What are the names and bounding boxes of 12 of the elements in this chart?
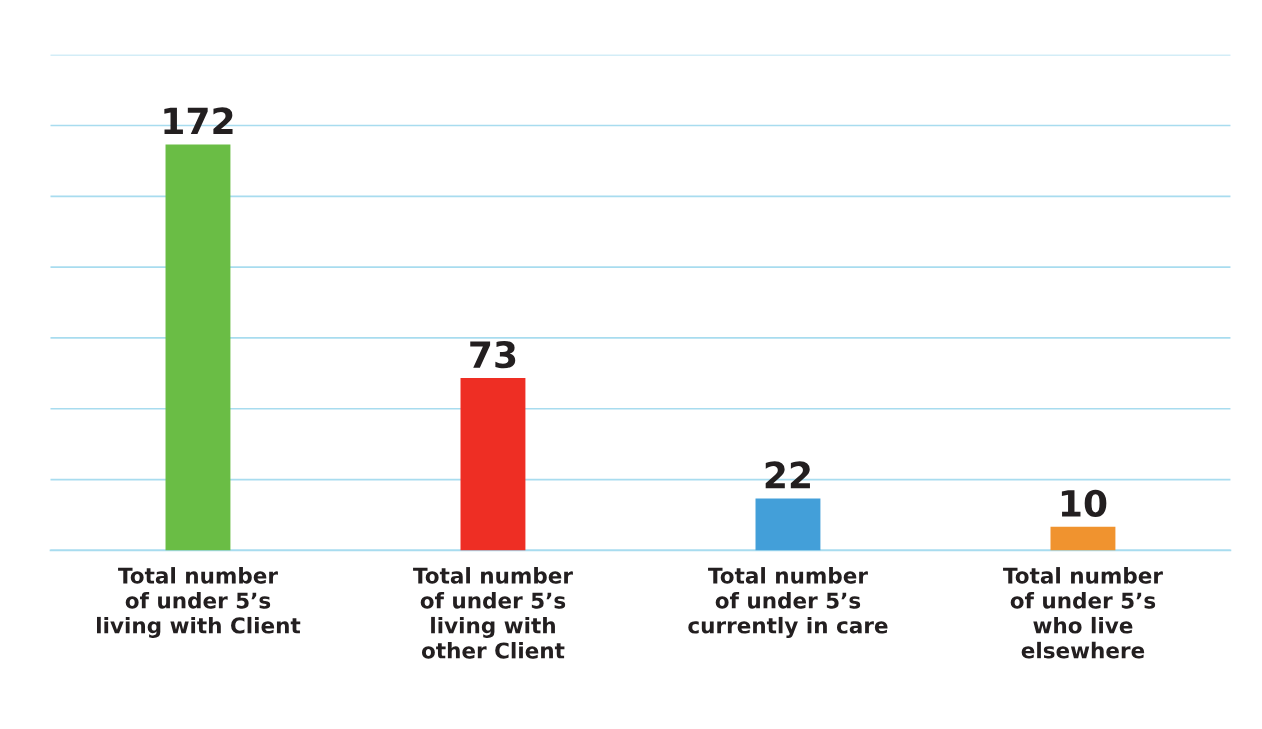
data-label: 172 [164, 107, 233, 135]
bar [165, 144, 231, 551]
data-label: 10 [1061, 489, 1107, 518]
x-tick-label: Total number of under 5’s who live elsewhere [1003, 567, 1163, 659]
x-tick-label: Total number of under 5’s living with other Client [413, 567, 573, 659]
x-tick-label: Total number of under 5’s currently in care [688, 567, 888, 638]
bar [1050, 526, 1116, 551]
bar [460, 378, 526, 551]
data-label: 22 [765, 461, 810, 489]
x-tick-label: Total number of under 5’s living with Client [97, 567, 301, 638]
data-label: 73 [470, 340, 516, 369]
bar [755, 498, 821, 551]
